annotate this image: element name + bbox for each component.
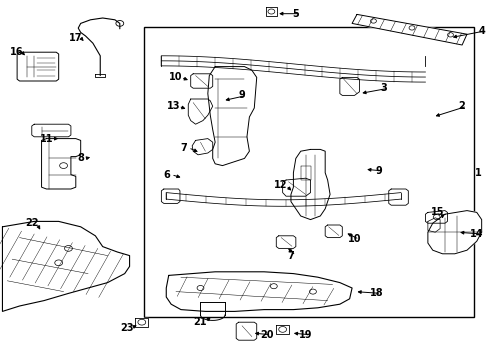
Polygon shape xyxy=(427,218,439,232)
Polygon shape xyxy=(188,99,212,124)
Polygon shape xyxy=(388,189,407,205)
Polygon shape xyxy=(2,221,129,311)
Text: 21: 21 xyxy=(193,317,207,327)
Text: 7: 7 xyxy=(287,251,294,261)
Text: 14: 14 xyxy=(469,229,483,239)
Text: 22: 22 xyxy=(25,218,39,228)
Text: 6: 6 xyxy=(163,170,169,180)
Polygon shape xyxy=(95,74,105,77)
Text: 10: 10 xyxy=(169,72,183,82)
Polygon shape xyxy=(190,74,212,88)
Polygon shape xyxy=(207,67,256,166)
Text: 11: 11 xyxy=(40,134,53,144)
Text: 5: 5 xyxy=(292,9,299,19)
Text: 1: 1 xyxy=(474,168,481,178)
Text: 23: 23 xyxy=(120,323,134,333)
Polygon shape xyxy=(192,139,212,155)
Polygon shape xyxy=(135,318,148,327)
Polygon shape xyxy=(427,211,481,254)
Polygon shape xyxy=(17,52,59,81)
Polygon shape xyxy=(282,178,310,196)
Text: 18: 18 xyxy=(369,288,383,298)
Polygon shape xyxy=(236,322,256,340)
Text: 20: 20 xyxy=(259,330,273,340)
Text: 16: 16 xyxy=(10,47,24,57)
Text: 10: 10 xyxy=(347,234,361,244)
Text: 7: 7 xyxy=(180,143,186,153)
Polygon shape xyxy=(276,236,295,248)
Text: 9: 9 xyxy=(238,90,245,100)
Text: 8: 8 xyxy=(77,153,84,163)
Polygon shape xyxy=(351,14,466,45)
Text: 4: 4 xyxy=(477,26,484,36)
Text: 12: 12 xyxy=(274,180,287,190)
Polygon shape xyxy=(265,7,277,16)
Polygon shape xyxy=(166,272,351,311)
Polygon shape xyxy=(339,77,359,95)
Polygon shape xyxy=(276,325,288,334)
Polygon shape xyxy=(325,225,342,238)
Polygon shape xyxy=(161,189,180,203)
Polygon shape xyxy=(41,139,81,189)
Text: 15: 15 xyxy=(430,207,444,217)
Text: 13: 13 xyxy=(166,101,180,111)
Polygon shape xyxy=(425,211,447,223)
Text: 2: 2 xyxy=(458,101,465,111)
Bar xyxy=(144,27,473,317)
Text: 9: 9 xyxy=(375,166,382,176)
Polygon shape xyxy=(32,124,71,137)
Polygon shape xyxy=(290,149,329,220)
Text: 17: 17 xyxy=(69,33,82,43)
Text: 3: 3 xyxy=(380,83,386,93)
Polygon shape xyxy=(300,166,310,180)
Text: 19: 19 xyxy=(298,330,312,340)
